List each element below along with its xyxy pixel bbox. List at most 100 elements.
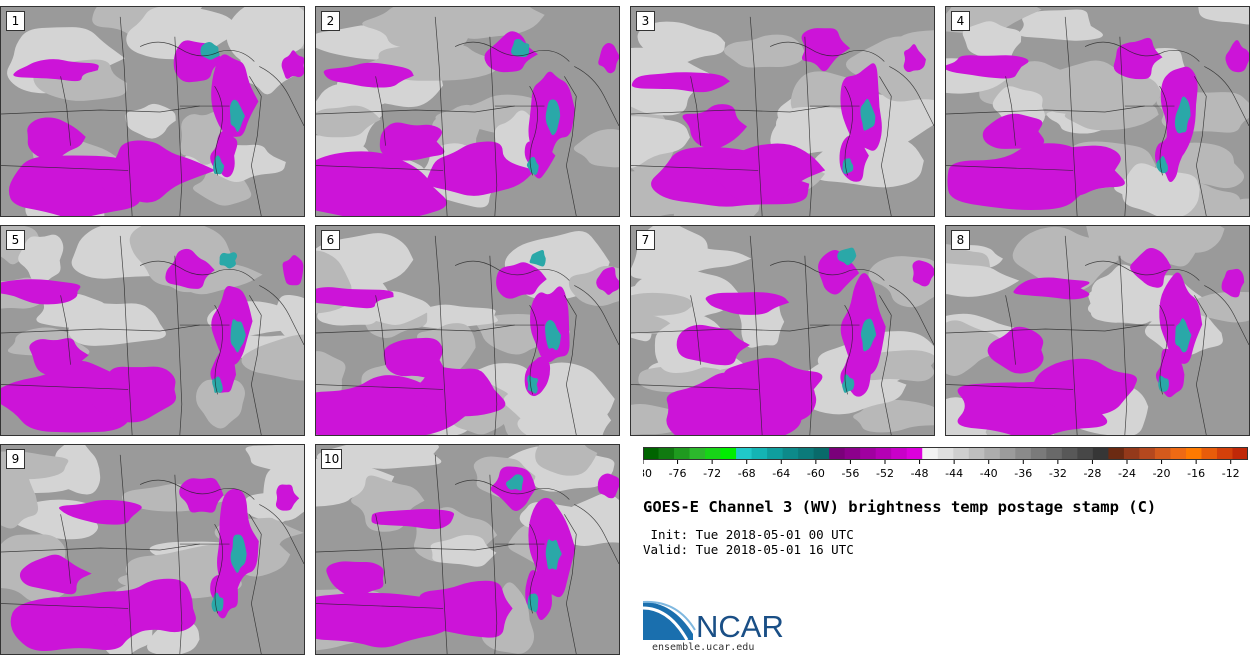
river [1005, 76, 1016, 146]
moisture-field [535, 445, 598, 476]
moist-region [1130, 248, 1172, 288]
panel-number: 4 [951, 11, 970, 31]
colorbar-swatch [674, 447, 691, 460]
lake-shoreline [139, 260, 255, 281]
lake-shoreline [769, 260, 885, 281]
map-image [1, 7, 304, 216]
colorbar-tick-label: -80 [643, 467, 652, 480]
state-border [174, 36, 183, 216]
logo-wordmark: NCAR [696, 609, 784, 642]
colorbar-tick-label: -24 [1118, 467, 1136, 480]
panel-number: 1 [6, 11, 25, 31]
moist-region [27, 117, 86, 161]
state-border [749, 16, 763, 216]
colorbar-swatch [782, 447, 799, 460]
moisture-field [724, 34, 805, 68]
state-border [946, 105, 1145, 115]
lake-shoreline [454, 479, 570, 500]
moist-band [1159, 272, 1203, 364]
state-border [249, 76, 262, 216]
moist-region [165, 248, 215, 289]
map-image [631, 7, 934, 216]
moist-region [987, 326, 1044, 374]
moisture-field [631, 292, 692, 316]
colorbar-swatch [1046, 447, 1063, 460]
colorbar-tick-label: -68 [738, 467, 756, 480]
moisture-field [1091, 264, 1146, 317]
moist-region [1033, 358, 1138, 416]
lake-shoreline [454, 260, 570, 281]
state-border [249, 295, 262, 435]
postage-stamp-panel[interactable]: 6 [315, 225, 620, 436]
postage-stamp-panel[interactable]: 7 [630, 225, 935, 436]
colorbar-tick-label: -12 [1222, 467, 1240, 480]
state-border [1, 165, 129, 171]
lake-shoreline [529, 86, 538, 176]
river [1005, 295, 1016, 365]
state-border [946, 324, 1145, 334]
colorbar-swatch [1201, 447, 1218, 460]
moist-region [281, 50, 304, 79]
lake-shoreline [214, 86, 223, 176]
cold-cloud-top [1175, 318, 1192, 353]
state-border [1194, 295, 1207, 435]
state-border [1119, 255, 1128, 435]
state-border [1, 384, 129, 390]
colorbar-tick-label: -20 [1153, 467, 1171, 480]
colorbar-swatch [1030, 447, 1047, 460]
moisture-field [33, 33, 78, 55]
state-border [316, 384, 444, 390]
colorbar-tick-label: -28 [1083, 467, 1101, 480]
moist-region [87, 366, 177, 423]
postage-stamp-panel[interactable]: 8 [945, 225, 1250, 436]
map-image [316, 445, 619, 654]
state-border [119, 16, 133, 216]
moist-region [417, 580, 513, 638]
state-border [946, 384, 1074, 390]
postage-stamp-panel[interactable]: 9 [0, 444, 305, 655]
postage-stamp-panel[interactable]: 4 [945, 6, 1250, 217]
moisture-field [245, 445, 304, 476]
map-image [946, 226, 1249, 435]
moisture-field [362, 7, 461, 49]
moist-region [903, 44, 926, 73]
state-border [804, 36, 813, 216]
postage-stamp-panel[interactable]: 10 [315, 444, 620, 655]
state-border [434, 454, 448, 654]
moist-region [316, 375, 470, 435]
lake-shoreline [844, 305, 853, 395]
moist-region [801, 28, 851, 72]
moist-region [96, 578, 196, 635]
moist-region [1021, 145, 1125, 196]
site-url: ensemble.ucar.edu [652, 642, 755, 653]
cold-cloud-top [860, 318, 877, 352]
state-border [316, 324, 515, 334]
moisture-field [962, 21, 1022, 62]
valid-time: Valid: Tue 2018-05-01 16 UTC [643, 542, 854, 557]
lake-shoreline [1084, 260, 1200, 281]
state-border [879, 76, 892, 216]
postage-stamp-panel[interactable]: 1 [0, 6, 305, 217]
postage-stamp-panel[interactable]: 2 [315, 6, 620, 217]
postage-stamp-panel[interactable]: 3 [630, 6, 935, 217]
colorbar-tick-label: -36 [1014, 467, 1032, 480]
colorbar-tick-label: -44 [945, 467, 963, 480]
cold-cloud-top [545, 539, 562, 570]
colorbar-tick-label: -16 [1187, 467, 1205, 480]
state-border [1, 543, 200, 553]
moisture-field [1207, 198, 1249, 216]
colorbar-swatch [658, 447, 675, 460]
moist-region [1, 360, 135, 433]
state-border [1194, 76, 1207, 216]
moist-region [1, 279, 81, 305]
moisture-field [853, 399, 934, 433]
state-border [316, 105, 515, 115]
state-border [316, 603, 444, 609]
moisture-field [1114, 173, 1185, 204]
postage-stamp-panel[interactable]: 5 [0, 225, 305, 436]
state-border [1, 324, 200, 334]
lake-shoreline [1159, 86, 1168, 176]
colorbar-tick-label: -40 [980, 467, 998, 480]
colorbar-swatch [643, 447, 660, 460]
panel-number: 5 [6, 230, 25, 250]
